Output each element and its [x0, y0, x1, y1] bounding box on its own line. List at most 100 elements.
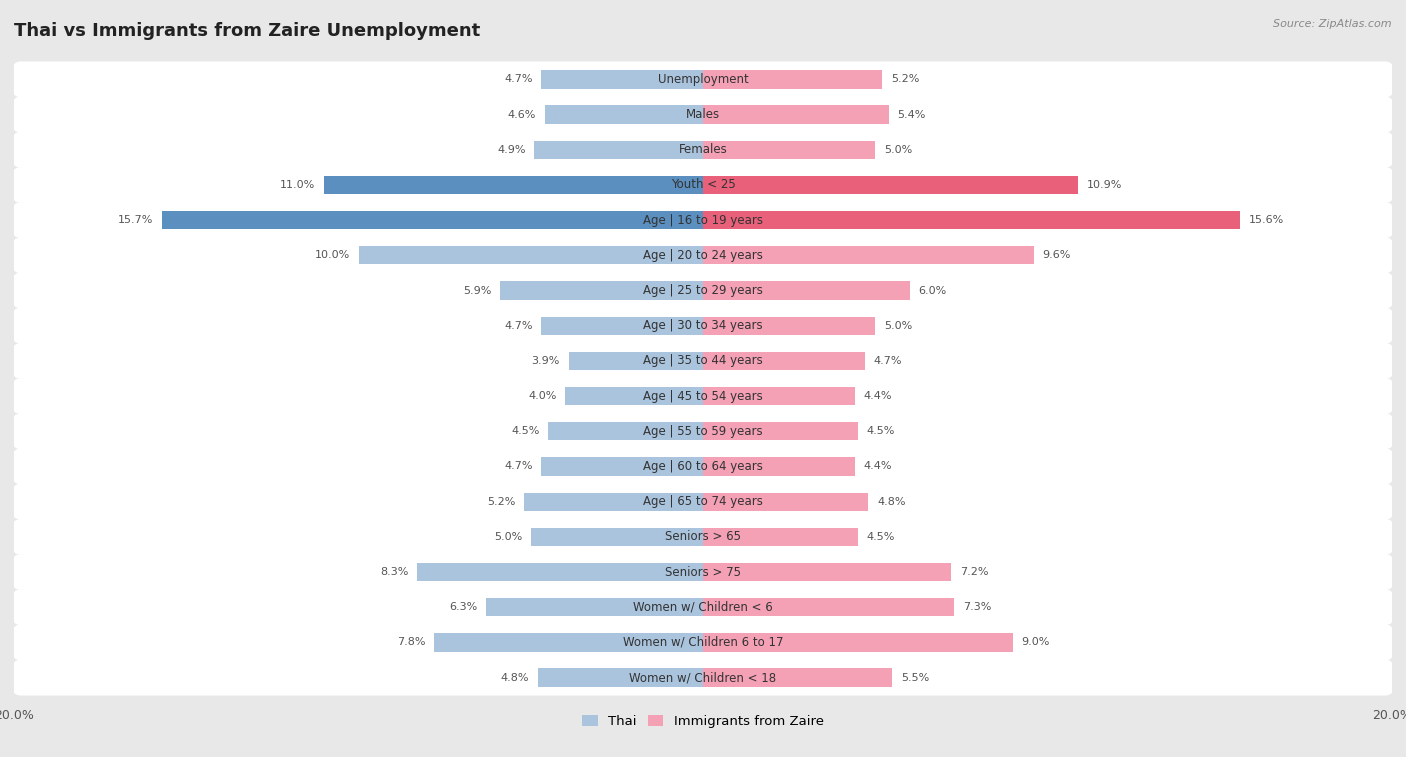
Text: Thai vs Immigrants from Zaire Unemployment: Thai vs Immigrants from Zaire Unemployme… [14, 22, 481, 40]
Text: 4.9%: 4.9% [498, 145, 526, 154]
FancyBboxPatch shape [13, 484, 1393, 519]
Bar [703, 493, 869, 511]
Bar [703, 668, 893, 687]
Text: 7.3%: 7.3% [963, 603, 991, 612]
Text: Age | 35 to 44 years: Age | 35 to 44 years [643, 354, 763, 367]
Bar [703, 387, 855, 405]
Bar [703, 634, 1012, 652]
Bar [537, 668, 703, 687]
Text: 10.0%: 10.0% [315, 251, 350, 260]
Bar [531, 528, 703, 546]
FancyBboxPatch shape [13, 308, 1393, 344]
Text: 4.5%: 4.5% [866, 426, 896, 436]
Text: Age | 25 to 29 years: Age | 25 to 29 years [643, 284, 763, 297]
Bar [565, 387, 703, 405]
Text: 9.6%: 9.6% [1042, 251, 1071, 260]
Bar [703, 105, 889, 123]
Text: 15.6%: 15.6% [1249, 215, 1284, 225]
Text: 5.0%: 5.0% [884, 321, 912, 331]
Text: 5.4%: 5.4% [897, 110, 927, 120]
Text: 4.5%: 4.5% [866, 532, 896, 542]
Text: 4.0%: 4.0% [529, 391, 557, 401]
Bar [703, 246, 1033, 264]
Text: 6.3%: 6.3% [449, 603, 478, 612]
Bar [703, 316, 875, 335]
Text: Unemployment: Unemployment [658, 73, 748, 86]
Text: 8.3%: 8.3% [380, 567, 409, 577]
Text: 4.7%: 4.7% [873, 356, 903, 366]
Bar [703, 422, 858, 441]
Bar [548, 422, 703, 441]
Text: Youth < 25: Youth < 25 [671, 179, 735, 192]
Text: 7.8%: 7.8% [398, 637, 426, 647]
Bar [541, 316, 703, 335]
Text: 5.5%: 5.5% [901, 673, 929, 683]
Text: Source: ZipAtlas.com: Source: ZipAtlas.com [1274, 19, 1392, 29]
Text: Women w/ Children 6 to 17: Women w/ Children 6 to 17 [623, 636, 783, 649]
FancyBboxPatch shape [13, 378, 1393, 414]
Text: 4.7%: 4.7% [503, 462, 533, 472]
FancyBboxPatch shape [13, 519, 1393, 555]
Text: 6.0%: 6.0% [918, 285, 946, 295]
Text: 15.7%: 15.7% [118, 215, 153, 225]
FancyBboxPatch shape [13, 202, 1393, 238]
Text: Women w/ Children < 18: Women w/ Children < 18 [630, 671, 776, 684]
Bar [359, 246, 703, 264]
Text: Age | 55 to 59 years: Age | 55 to 59 years [643, 425, 763, 438]
Bar [703, 457, 855, 475]
Text: 4.7%: 4.7% [503, 74, 533, 84]
FancyBboxPatch shape [13, 413, 1393, 449]
Text: 4.7%: 4.7% [503, 321, 533, 331]
Text: 5.0%: 5.0% [884, 145, 912, 154]
Bar [323, 176, 703, 194]
Text: 5.2%: 5.2% [486, 497, 515, 506]
Text: 5.9%: 5.9% [463, 285, 491, 295]
Text: Age | 20 to 24 years: Age | 20 to 24 years [643, 249, 763, 262]
Text: 5.2%: 5.2% [891, 74, 920, 84]
Bar [703, 141, 875, 159]
Text: 4.4%: 4.4% [863, 391, 891, 401]
Text: Age | 60 to 64 years: Age | 60 to 64 years [643, 460, 763, 473]
Text: Age | 30 to 34 years: Age | 30 to 34 years [643, 319, 763, 332]
Bar [703, 352, 865, 370]
Text: 4.8%: 4.8% [501, 673, 529, 683]
FancyBboxPatch shape [13, 343, 1393, 378]
Bar [703, 211, 1240, 229]
Bar [434, 634, 703, 652]
Bar [534, 141, 703, 159]
Text: Seniors > 75: Seniors > 75 [665, 565, 741, 578]
Bar [703, 528, 858, 546]
Text: Females: Females [679, 143, 727, 156]
Bar [703, 563, 950, 581]
Bar [541, 457, 703, 475]
FancyBboxPatch shape [13, 132, 1393, 168]
Text: 4.8%: 4.8% [877, 497, 905, 506]
Text: 5.0%: 5.0% [494, 532, 522, 542]
FancyBboxPatch shape [13, 238, 1393, 273]
Bar [486, 598, 703, 616]
Text: 4.5%: 4.5% [510, 426, 540, 436]
Text: Seniors > 65: Seniors > 65 [665, 531, 741, 544]
Text: Age | 16 to 19 years: Age | 16 to 19 years [643, 213, 763, 226]
FancyBboxPatch shape [13, 554, 1393, 590]
Bar [703, 176, 1078, 194]
Bar [418, 563, 703, 581]
Bar [703, 598, 955, 616]
Bar [703, 70, 882, 89]
Text: Age | 45 to 54 years: Age | 45 to 54 years [643, 390, 763, 403]
Text: 9.0%: 9.0% [1022, 637, 1050, 647]
FancyBboxPatch shape [13, 659, 1393, 696]
Bar [162, 211, 703, 229]
Text: 4.6%: 4.6% [508, 110, 536, 120]
Bar [544, 105, 703, 123]
FancyBboxPatch shape [13, 449, 1393, 484]
Text: 10.9%: 10.9% [1087, 180, 1122, 190]
FancyBboxPatch shape [13, 589, 1393, 625]
Text: Age | 65 to 74 years: Age | 65 to 74 years [643, 495, 763, 508]
Text: 4.4%: 4.4% [863, 462, 891, 472]
Text: 7.2%: 7.2% [960, 567, 988, 577]
Text: Women w/ Children < 6: Women w/ Children < 6 [633, 601, 773, 614]
FancyBboxPatch shape [13, 97, 1393, 132]
FancyBboxPatch shape [13, 61, 1393, 98]
Text: Males: Males [686, 108, 720, 121]
